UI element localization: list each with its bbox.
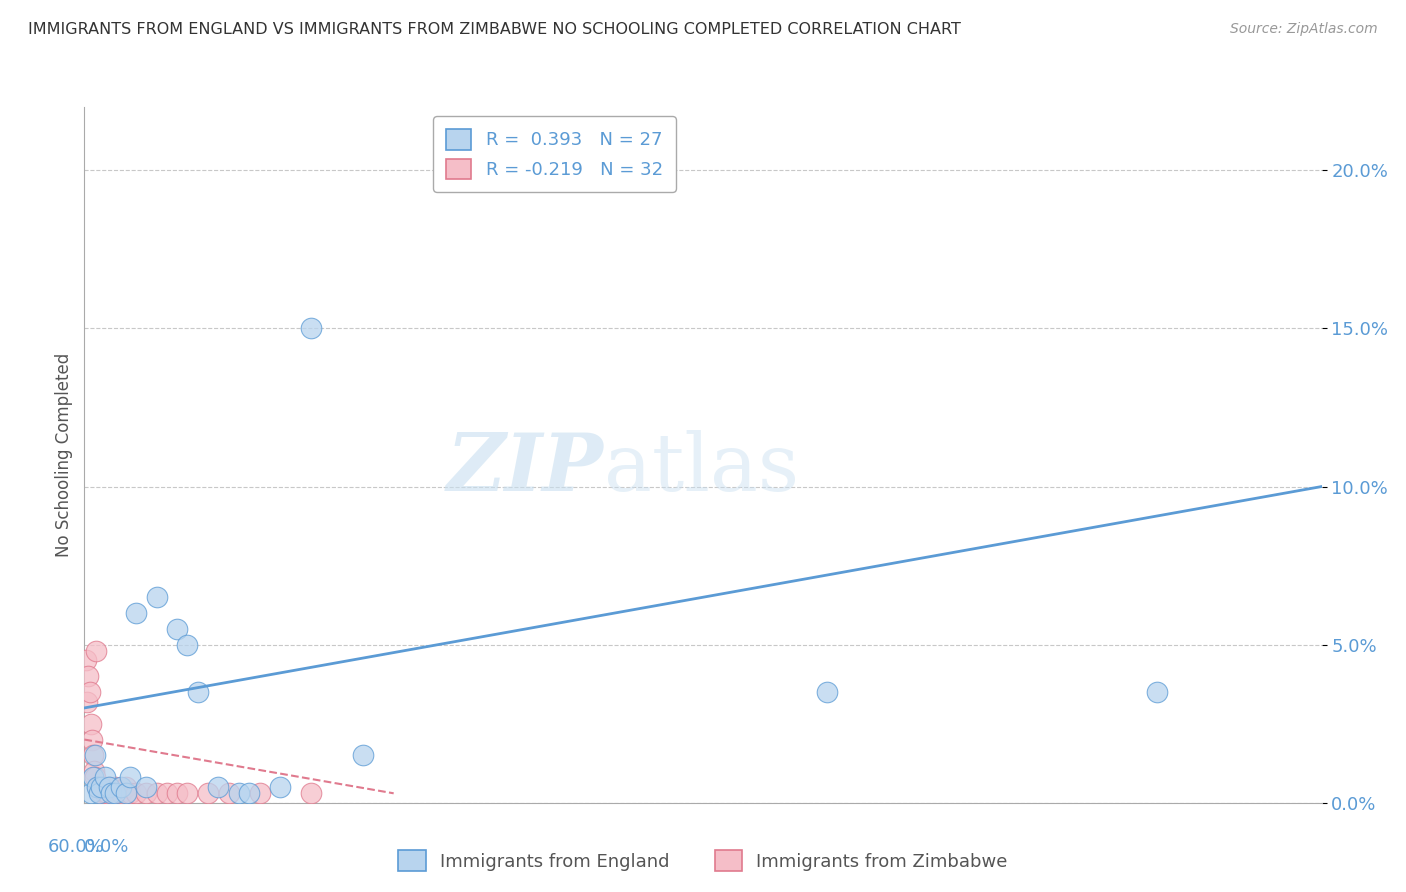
Text: 60.0%: 60.0%: [48, 838, 105, 855]
Point: [79, 786, 101, 800]
Point: [80, 732, 103, 747]
Text: 0.0%: 0.0%: [84, 838, 129, 855]
Point: [145, 786, 167, 800]
Point: [104, 786, 127, 800]
Point: [299, 786, 322, 800]
Point: [125, 606, 148, 620]
Point: [1146, 685, 1168, 699]
Text: IMMIGRANTS FROM ENGLAND VS IMMIGRANTS FROM ZIMBABWE NO SCHOOLING COMPLETED CORRE: IMMIGRANTS FROM ENGLAND VS IMMIGRANTS FR…: [28, 22, 960, 37]
Point: [83, 748, 105, 763]
Point: [118, 771, 141, 785]
Point: [118, 786, 141, 800]
Point: [79, 685, 101, 699]
Point: [103, 786, 125, 800]
Point: [815, 685, 838, 699]
Text: atlas: atlas: [605, 430, 799, 508]
Point: [352, 748, 374, 763]
Point: [84, 644, 107, 658]
Point: [94, 771, 117, 785]
Point: [82, 771, 104, 785]
Point: [218, 786, 240, 800]
Point: [87, 780, 110, 794]
Point: [135, 780, 157, 794]
Point: [125, 786, 148, 800]
Point: [135, 786, 157, 800]
Point: [228, 786, 250, 800]
Y-axis label: No Schooling Completed: No Schooling Completed: [55, 353, 73, 557]
Point: [100, 786, 122, 800]
Text: ZIP: ZIP: [447, 430, 605, 508]
Point: [83, 764, 105, 779]
Point: [77, 669, 100, 683]
Point: [238, 786, 260, 800]
Point: [91, 780, 114, 794]
Point: [83, 771, 105, 785]
Point: [87, 786, 110, 800]
Point: [176, 786, 198, 800]
Point: [104, 780, 127, 794]
Point: [98, 780, 121, 794]
Point: [114, 786, 136, 800]
Point: [75, 653, 97, 667]
Point: [86, 780, 108, 794]
Point: [94, 786, 117, 800]
Point: [90, 780, 112, 794]
Point: [98, 780, 121, 794]
Point: [86, 780, 108, 794]
Point: [249, 786, 271, 800]
Point: [187, 685, 209, 699]
Point: [110, 780, 132, 794]
Point: [269, 780, 291, 794]
Point: [110, 786, 132, 800]
Point: [96, 786, 118, 800]
Point: [79, 716, 101, 731]
Legend: Immigrants from England, Immigrants from Zimbabwe: Immigrants from England, Immigrants from…: [391, 843, 1015, 879]
Legend: R =  0.393   N = 27, R = -0.219   N = 32: R = 0.393 N = 27, R = -0.219 N = 32: [433, 116, 676, 192]
Point: [156, 786, 179, 800]
Point: [166, 786, 188, 800]
Point: [207, 780, 229, 794]
Point: [299, 321, 322, 335]
Point: [166, 622, 188, 636]
Point: [76, 695, 98, 709]
Point: [176, 638, 198, 652]
Point: [90, 786, 112, 800]
Point: [82, 748, 104, 763]
Point: [114, 780, 136, 794]
Point: [197, 786, 219, 800]
Text: Source: ZipAtlas.com: Source: ZipAtlas.com: [1230, 22, 1378, 37]
Point: [145, 591, 167, 605]
